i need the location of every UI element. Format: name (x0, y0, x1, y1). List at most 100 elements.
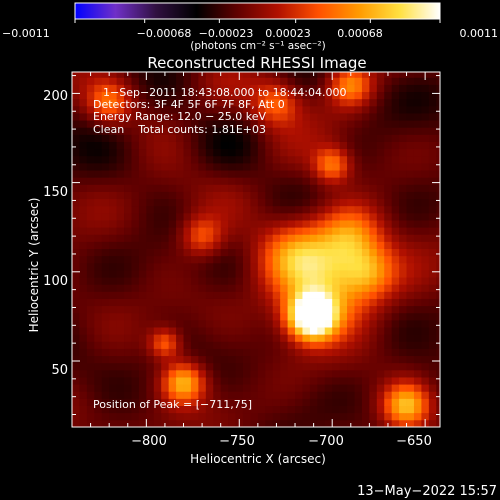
heatmap-cell (339, 312, 348, 321)
heatmap-cell (235, 391, 244, 399)
heatmap-cell (213, 334, 222, 342)
heatmap-cell (265, 77, 274, 85)
heatmap-cell (272, 220, 281, 228)
heatmap-cell (228, 348, 236, 357)
heatmap-cell (72, 369, 80, 378)
heatmap-cell (272, 134, 281, 142)
heatmap-cell (131, 155, 140, 164)
heatmap-cell (228, 170, 236, 178)
heatmap-cell (205, 155, 214, 164)
heatmap-cell (436, 262, 440, 271)
heatmap-cell (153, 391, 162, 399)
heatmap-cell (413, 262, 422, 271)
heatmap-cell (399, 412, 407, 421)
heatmap-cell (250, 191, 259, 200)
heatmap-cell (116, 398, 125, 406)
heatmap-cell (116, 305, 125, 314)
heatmap-cell (250, 105, 259, 114)
heatmap-cell (428, 298, 437, 307)
heatmap-cell (391, 120, 400, 128)
heatmap-cell (138, 148, 147, 157)
heatmap-cell (116, 198, 125, 207)
heatmap-cell (146, 377, 155, 385)
heatmap-cell (161, 134, 170, 142)
heatmap-cell (79, 398, 88, 406)
heatmap-cell (205, 72, 214, 78)
heatmap-cell (228, 284, 236, 292)
heatmap-cell (228, 355, 236, 364)
heatmap-cell (361, 155, 370, 164)
heatmap-cell (384, 227, 393, 235)
heatmap-cell (213, 298, 222, 307)
heatmap-cell (131, 405, 140, 414)
heatmap-cell (280, 241, 288, 250)
heatmap-cell (376, 241, 385, 250)
heatmap-cell (280, 312, 288, 321)
heatmap-cell (295, 369, 303, 378)
heatmap-cell (421, 141, 430, 150)
heatmap-cell (220, 298, 229, 307)
heatmap-cell (384, 162, 393, 171)
heatmap-cell (421, 170, 430, 178)
heatmap-cell (317, 205, 326, 214)
heatmap-cell (257, 162, 266, 171)
heatmap-cell (391, 270, 400, 278)
heatmap-cell (287, 198, 296, 207)
heatmap-cell (94, 227, 103, 235)
heatmap-cell (176, 155, 184, 164)
heatmap-cell (354, 72, 363, 78)
heatmap-cell (399, 291, 407, 299)
heatmap-cell (124, 291, 132, 299)
heatmap-cell (198, 377, 207, 385)
heatmap-cell (428, 384, 437, 392)
heatmap-cell (242, 341, 251, 349)
heatmap-cell (242, 348, 251, 357)
heatmap-cell (421, 312, 430, 321)
heatmap-cell (94, 384, 103, 392)
heatmap-cell (176, 212, 184, 221)
heatmap-cell (347, 177, 355, 185)
heatmap-cell (153, 184, 162, 192)
heatmap-cell (354, 98, 363, 107)
x-axis-label: Heliocentric X (arcsec) (190, 452, 326, 466)
heatmap-cell (198, 220, 207, 228)
heatmap-cell (332, 77, 341, 85)
annotation-time: 1−Sep−2011 18:43:08.000 to 18:44:04.000 (103, 86, 346, 99)
heatmap-cell (272, 362, 281, 371)
heatmap-cell (250, 170, 259, 178)
x-tick-label: −800 (131, 434, 167, 449)
heatmap-cell (317, 305, 326, 314)
heatmap-cell (280, 91, 288, 100)
heatmap-cell (228, 334, 236, 342)
heatmap-cell (250, 369, 259, 378)
heatmap-cell (138, 405, 147, 414)
heatmap-cell (287, 412, 296, 421)
heatmap-cell (376, 148, 385, 157)
heatmap-cell (302, 162, 311, 171)
heatmap-cell (168, 270, 177, 278)
heatmap-cell (391, 148, 400, 157)
heatmap-cell (413, 198, 422, 207)
heatmap-cell (124, 270, 132, 278)
heatmap-cell (369, 77, 378, 85)
heatmap-cell (198, 391, 207, 399)
heatmap-cell (369, 155, 378, 164)
heatmap-cell (332, 341, 341, 349)
heatmap-cell (109, 398, 117, 406)
heatmap-cell (183, 348, 192, 357)
heatmap-cell (302, 255, 311, 264)
heatmap-cell (369, 198, 378, 207)
heatmap-cell (153, 191, 162, 200)
heatmap-cell (205, 205, 214, 214)
heatmap-cell (205, 191, 214, 200)
heatmap-cell (361, 105, 370, 114)
heatmap-cell (406, 348, 415, 357)
heatmap-cell (354, 355, 363, 364)
heatmap-cell (265, 369, 274, 378)
heatmap-cell (86, 220, 95, 228)
heatmap-cell (235, 113, 244, 121)
heatmap-cell (86, 84, 95, 93)
heatmap-cell (205, 120, 214, 128)
heatmap-cell (131, 384, 140, 392)
heatmap-cell (361, 262, 370, 271)
